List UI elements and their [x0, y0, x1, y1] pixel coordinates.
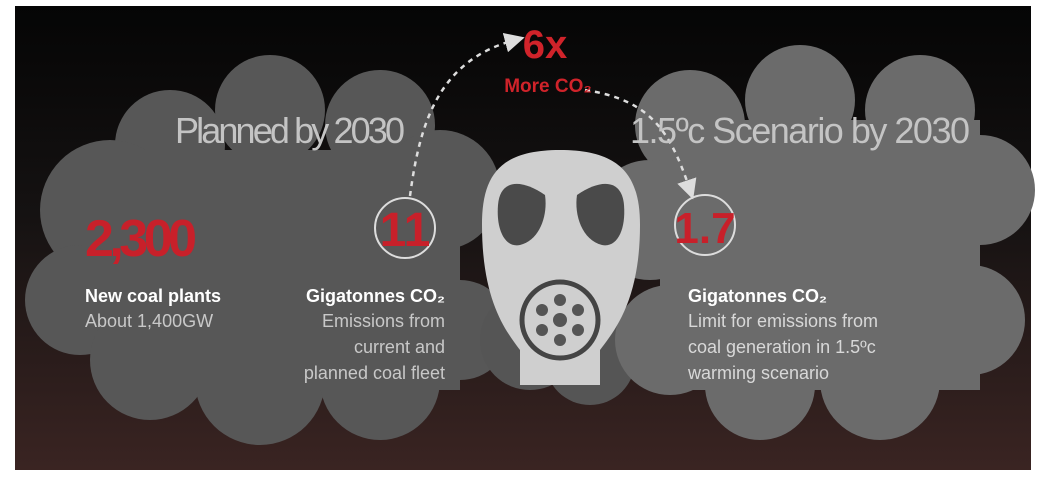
emissions-note: planned coal fleet	[304, 363, 445, 383]
emissions-value: 11	[380, 204, 431, 257]
plants-value: 2,300	[85, 210, 197, 268]
limit-note: coal generation in 1.5ºc	[688, 337, 876, 357]
left-heading: Planned by 2030	[175, 110, 405, 151]
emissions-note: current and	[354, 337, 445, 357]
right-heading: 1.5ºc Scenario by 2030	[630, 110, 970, 151]
multiplier-label: More CO₂	[504, 76, 592, 97]
arrow-up	[408, 32, 525, 197]
plants-note: About 1,400GW	[85, 311, 213, 331]
circle	[674, 194, 736, 256]
multiplier: 6x	[523, 23, 568, 67]
emissions-note: Emissions from	[322, 311, 445, 331]
limit-note: Limit for emissions from	[688, 311, 878, 331]
plants-label: New coal plants	[85, 286, 221, 306]
limit-label: Gigatonnes CO₂	[688, 286, 827, 306]
right-cloud	[590, 45, 1035, 440]
emissions-label: Gigatonnes CO₂	[306, 286, 445, 306]
arrow-down	[584, 88, 697, 200]
limit-value: 1.7	[674, 204, 735, 253]
left-cloud	[25, 55, 510, 445]
circle	[374, 197, 436, 259]
gas-mask-icon	[482, 150, 640, 385]
limit-note: warming scenario	[687, 363, 829, 383]
